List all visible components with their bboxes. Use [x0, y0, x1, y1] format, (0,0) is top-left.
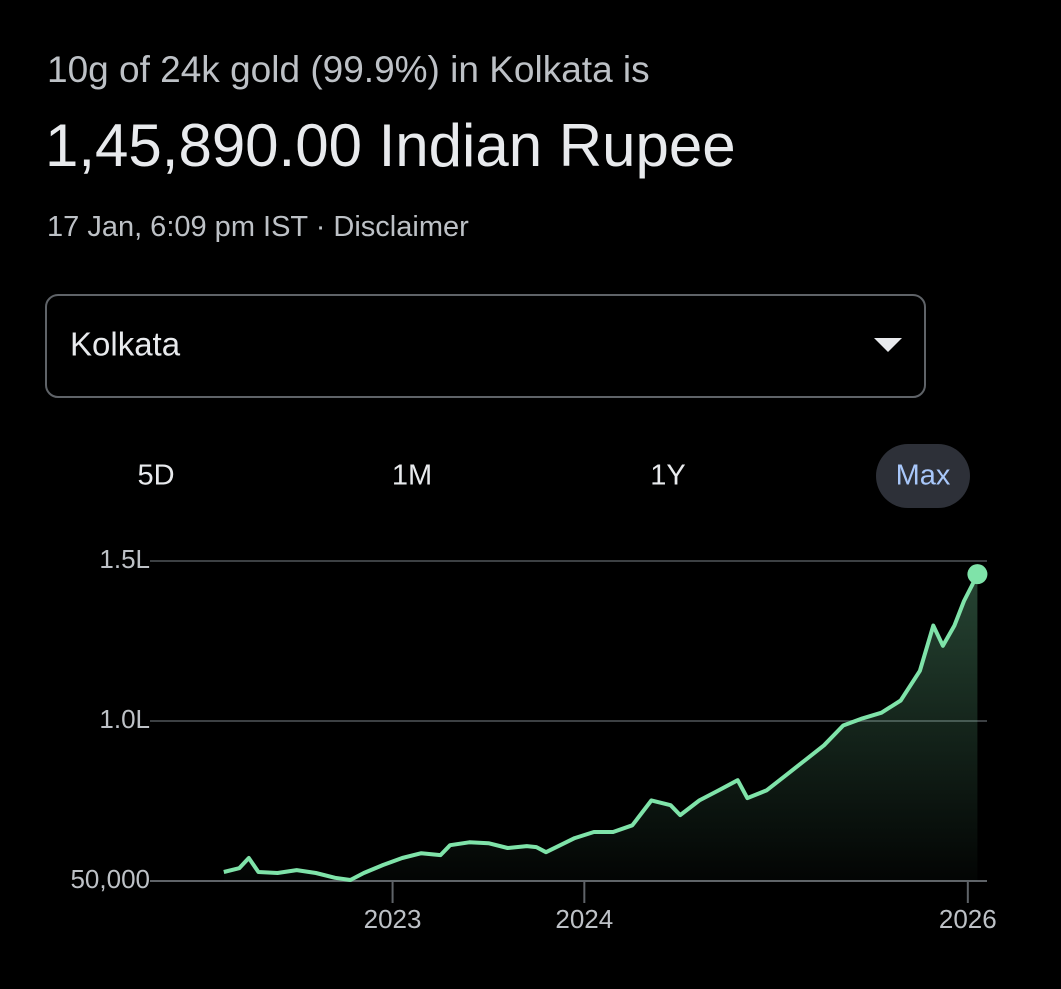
- price: 1,45,890.00 Indian Rupee: [45, 112, 736, 179]
- dropdown-arrow[interactable]: [874, 338, 902, 352]
- y-tick-label: 50,000: [70, 864, 150, 894]
- timestamp: 17 Jan, 6:09 pm IST: [47, 211, 308, 243]
- tab-selected-bg[interactable]: [876, 444, 970, 508]
- separator: ·: [316, 211, 326, 243]
- x-tick-label: 2024: [555, 904, 613, 934]
- current-point: [967, 564, 988, 585]
- y-tick-label: 1.5L: [99, 544, 150, 574]
- title: 10g of 24k gold (99.9%) in Kolkata is: [47, 49, 650, 90]
- price-line: [223, 573, 980, 882]
- chart: 50,000 1.0L 1.5L 2023 2024 2026: [70, 544, 996, 934]
- disclaimer[interactable]: Disclaimer: [333, 211, 469, 243]
- city-dropdown[interactable]: Kolkata: [45, 294, 926, 398]
- x-tick-label: 2023: [364, 904, 422, 934]
- dropdown-box[interactable]: [45, 294, 926, 398]
- dropdown-value[interactable]: Kolkata: [70, 326, 181, 363]
- range-tab[interactable]: 1Y: [650, 460, 685, 492]
- area-fill: [223, 574, 978, 881]
- timestamp-line: 17 Jan, 6:09 pm IST · Disclaimer: [47, 211, 469, 243]
- range-tabs: 5D 1M 1Y Max: [137, 444, 970, 508]
- y-tick-label: 1.0L: [99, 704, 150, 734]
- range-tab[interactable]: Max: [896, 460, 951, 492]
- range-tab[interactable]: 1M: [392, 460, 432, 492]
- x-tick-label: 2026: [939, 904, 997, 934]
- range-tab[interactable]: 5D: [137, 460, 174, 492]
